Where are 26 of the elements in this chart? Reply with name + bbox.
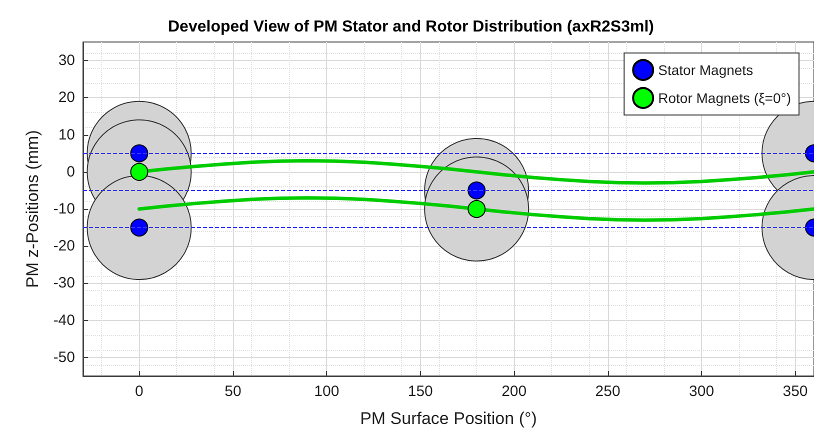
legend-label: Rotor Magnets (ξ=0°) bbox=[658, 90, 792, 106]
y-tick-label: 10 bbox=[58, 126, 75, 144]
x-tick-label: 300 bbox=[689, 383, 714, 400]
x-tick-label: 250 bbox=[595, 383, 620, 400]
y-axis-title: PM z-Positions (mm) bbox=[23, 130, 42, 288]
x-axis-title: PM Surface Position (°) bbox=[360, 409, 537, 428]
x-tick-label: 100 bbox=[314, 383, 340, 400]
y-tick-label: -30 bbox=[53, 274, 75, 292]
line-series bbox=[137, 196, 814, 222]
chart-title: Developed View of PM Stator and Rotor Distribution (axR2S3ml) bbox=[168, 18, 654, 36]
x-tick-label: 0 bbox=[135, 383, 144, 400]
point bbox=[130, 144, 148, 162]
x-tick-label: 50 bbox=[224, 383, 242, 400]
y-tick-label: -40 bbox=[53, 312, 75, 329]
x-tick-label: 200 bbox=[502, 383, 527, 400]
point bbox=[130, 162, 148, 181]
y-tick-label: -10 bbox=[53, 200, 75, 218]
y-tick-label: -50 bbox=[53, 348, 75, 366]
y-tick-label: 20 bbox=[58, 89, 75, 106]
x-tick-label: 350 bbox=[782, 383, 808, 400]
point bbox=[130, 218, 148, 237]
y-tick-label: -20 bbox=[53, 238, 75, 255]
x-tick-label: 150 bbox=[408, 383, 433, 400]
y-tick-label: 30 bbox=[58, 52, 75, 70]
y-tick-label: 0 bbox=[66, 163, 75, 180]
legend-label: Stator Magnets bbox=[658, 62, 754, 78]
